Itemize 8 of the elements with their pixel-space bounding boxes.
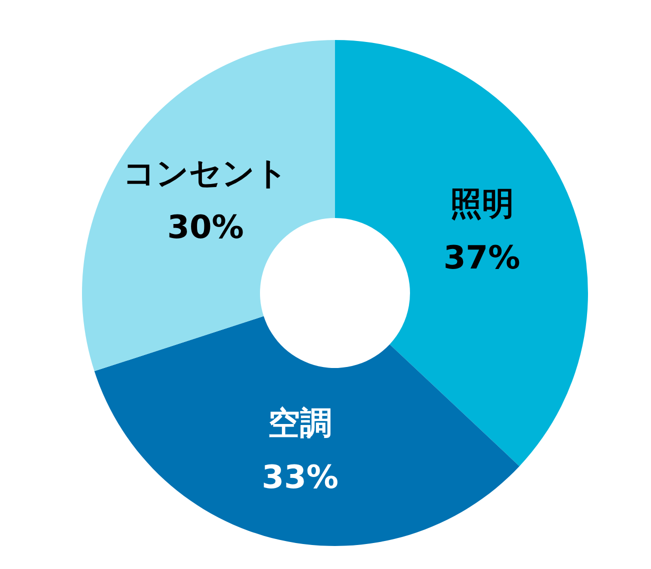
data-label: 33%: [262, 458, 338, 496]
slice-label: コンセント: [123, 154, 288, 192]
data-label: 30%: [167, 208, 244, 246]
donut-slice: [82, 40, 335, 372]
slice-label: 空調: [268, 404, 332, 442]
donut-slice: [94, 316, 520, 546]
slice-label: 照明: [450, 184, 514, 222]
data-label: 37%: [444, 238, 520, 276]
